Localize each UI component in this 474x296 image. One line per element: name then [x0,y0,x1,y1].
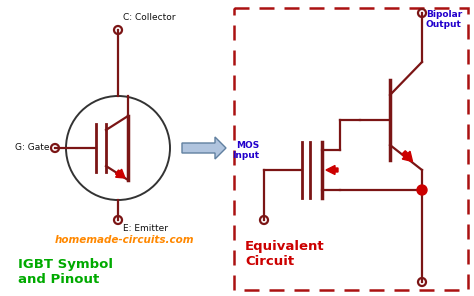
Text: Bipolar
Output: Bipolar Output [426,10,462,29]
Circle shape [417,185,427,195]
Text: MOS
Input: MOS Input [232,141,259,160]
Text: E: Emitter: E: Emitter [123,224,168,233]
Polygon shape [182,137,226,159]
FancyArrow shape [402,151,412,162]
FancyArrow shape [116,169,125,178]
FancyArrow shape [326,165,338,175]
Text: homemade-circuits.com: homemade-circuits.com [55,235,194,245]
Text: IGBT Symbol
and Pinout: IGBT Symbol and Pinout [18,258,113,286]
Text: G: Gate: G: Gate [15,144,49,152]
Bar [234,8,468,290]
Text: C: Collector: C: Collector [123,13,175,22]
Text: Equivalent
Circuit: Equivalent Circuit [245,240,325,268]
